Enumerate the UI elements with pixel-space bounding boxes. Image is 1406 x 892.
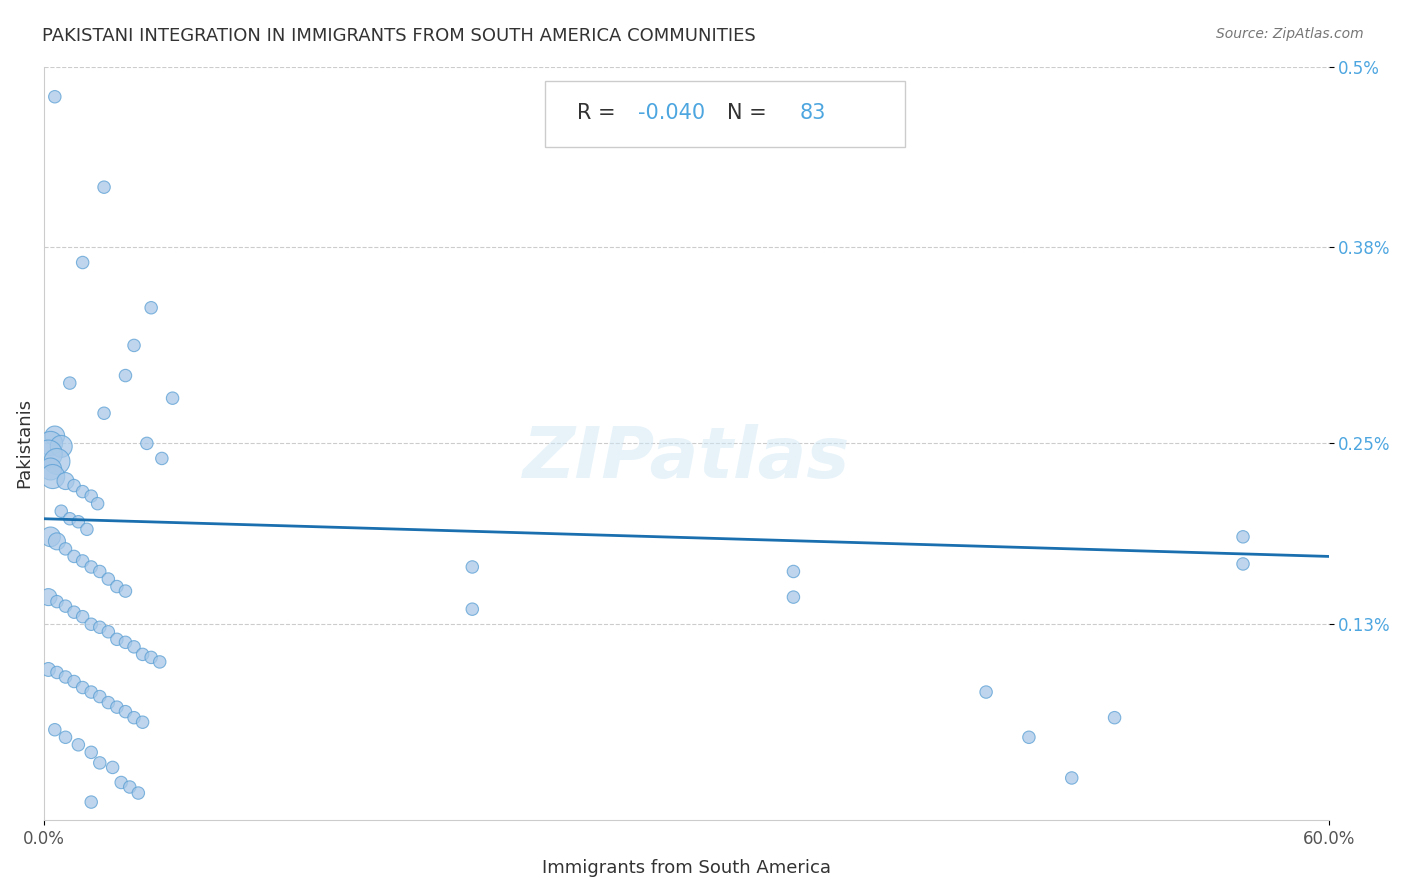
Point bbox=[461, 602, 484, 616]
Point bbox=[72, 554, 94, 568]
Point bbox=[86, 497, 108, 511]
Point bbox=[122, 640, 145, 654]
Text: PAKISTANI INTEGRATION IN IMMIGRANTS FROM SOUTH AMERICA COMMUNITIES: PAKISTANI INTEGRATION IN IMMIGRANTS FROM… bbox=[42, 27, 756, 45]
Point bbox=[1232, 530, 1254, 544]
Point bbox=[101, 760, 124, 774]
Point bbox=[114, 368, 136, 383]
Text: Source: ZipAtlas.com: Source: ZipAtlas.com bbox=[1216, 27, 1364, 41]
Point bbox=[89, 756, 111, 770]
Point bbox=[80, 685, 103, 699]
Point bbox=[122, 711, 145, 725]
Text: -0.040: -0.040 bbox=[637, 103, 704, 122]
Point bbox=[974, 685, 997, 699]
Point bbox=[461, 560, 484, 574]
Point bbox=[122, 338, 145, 352]
Point bbox=[67, 738, 90, 752]
Point bbox=[72, 609, 94, 624]
Point bbox=[80, 745, 103, 759]
Text: N =: N = bbox=[727, 103, 773, 122]
Point bbox=[89, 565, 111, 579]
Point bbox=[97, 624, 120, 639]
Point bbox=[162, 391, 184, 405]
Point bbox=[105, 700, 128, 714]
Point bbox=[150, 451, 173, 466]
Point bbox=[55, 670, 77, 684]
Point bbox=[97, 696, 120, 710]
Point bbox=[127, 786, 149, 800]
Point bbox=[131, 715, 153, 730]
Point bbox=[105, 632, 128, 647]
Point bbox=[114, 584, 136, 599]
Point bbox=[141, 650, 163, 665]
Point bbox=[89, 620, 111, 634]
Point bbox=[46, 454, 69, 468]
Point bbox=[63, 674, 86, 689]
Point bbox=[114, 635, 136, 649]
Point bbox=[105, 580, 128, 594]
Point bbox=[782, 590, 804, 604]
Point bbox=[72, 255, 94, 269]
Point bbox=[63, 605, 86, 619]
X-axis label: Immigrants from South America: Immigrants from South America bbox=[541, 859, 831, 877]
Point bbox=[93, 406, 115, 420]
Point bbox=[118, 780, 141, 794]
Point bbox=[44, 89, 66, 103]
Point bbox=[97, 572, 120, 586]
Point bbox=[135, 436, 157, 450]
Point bbox=[39, 530, 62, 544]
Point bbox=[46, 534, 69, 549]
Text: R =: R = bbox=[578, 103, 623, 122]
FancyBboxPatch shape bbox=[546, 81, 904, 147]
Point bbox=[1104, 711, 1126, 725]
Point bbox=[141, 301, 163, 315]
Text: ZIPatlas: ZIPatlas bbox=[523, 424, 851, 493]
Point bbox=[80, 617, 103, 632]
Point bbox=[46, 665, 69, 680]
Point bbox=[59, 512, 82, 526]
Point bbox=[55, 731, 77, 745]
Point bbox=[44, 723, 66, 737]
Point bbox=[46, 594, 69, 608]
Point bbox=[80, 560, 103, 574]
Point bbox=[51, 439, 73, 453]
Point bbox=[37, 663, 59, 677]
Point bbox=[782, 565, 804, 579]
Point bbox=[72, 681, 94, 695]
Point bbox=[59, 376, 82, 390]
Point bbox=[93, 180, 115, 194]
Y-axis label: Pakistanis: Pakistanis bbox=[15, 399, 32, 489]
Point bbox=[55, 474, 77, 488]
Point bbox=[1060, 771, 1083, 785]
Point bbox=[131, 648, 153, 662]
Point bbox=[149, 655, 172, 669]
Point bbox=[63, 549, 86, 564]
Point bbox=[39, 462, 62, 476]
Point bbox=[1232, 557, 1254, 571]
Point bbox=[114, 705, 136, 719]
Point bbox=[41, 469, 63, 483]
Point bbox=[72, 484, 94, 499]
Point bbox=[55, 541, 77, 556]
Point bbox=[1018, 731, 1040, 745]
Point bbox=[63, 478, 86, 492]
Point bbox=[76, 522, 98, 536]
Point bbox=[110, 775, 132, 789]
Point bbox=[67, 515, 90, 529]
Point bbox=[37, 590, 59, 604]
Point bbox=[37, 447, 59, 461]
Point bbox=[51, 504, 73, 518]
Point bbox=[39, 436, 62, 450]
Text: 83: 83 bbox=[800, 103, 825, 122]
Point bbox=[80, 795, 103, 809]
Point bbox=[55, 599, 77, 614]
Point bbox=[89, 690, 111, 704]
Point bbox=[80, 489, 103, 503]
Point bbox=[44, 429, 66, 443]
